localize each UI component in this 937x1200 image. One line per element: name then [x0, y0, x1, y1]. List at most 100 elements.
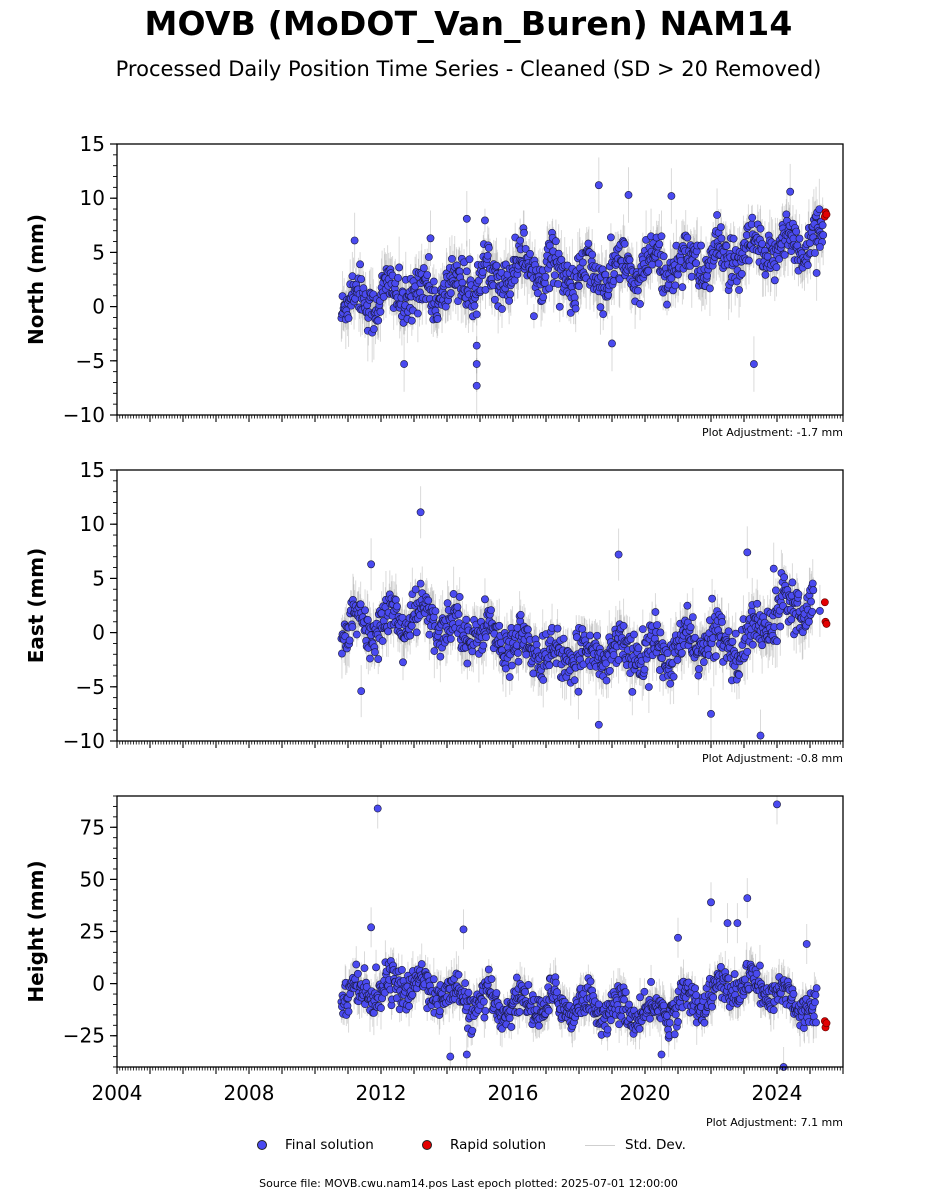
final-solution-point — [753, 599, 762, 608]
final-solution-point — [553, 624, 562, 633]
chart-subtitle: Processed Daily Position Time Series - C… — [115, 57, 822, 81]
y-tick-label: 5 — [92, 240, 105, 264]
final-solution-point — [566, 309, 575, 317]
final-solution-point — [619, 621, 628, 630]
final-solution-point — [520, 228, 528, 237]
final-solution-point — [594, 720, 603, 729]
final-solution-point — [462, 267, 471, 276]
final-solution-point — [659, 252, 668, 261]
final-solution-point — [658, 654, 666, 663]
final-solution-point — [419, 264, 428, 272]
final-solution-point — [479, 641, 488, 650]
final-solution-point — [424, 253, 433, 261]
final-solution-point — [505, 673, 514, 681]
y-tick-label: −5 — [76, 349, 105, 373]
final-solution-point — [429, 277, 438, 286]
final-solution-point — [545, 241, 554, 250]
final-solution-point — [772, 586, 780, 595]
final-solution-point — [630, 630, 638, 639]
panel-1 — [337, 157, 831, 414]
final-solution-point — [338, 649, 346, 658]
final-solution-point — [575, 282, 583, 291]
final-solution-point — [344, 314, 353, 323]
final-solution-point — [413, 309, 422, 318]
final-solution-point — [666, 679, 675, 688]
final-solution-point — [384, 627, 393, 636]
final-solution-point — [361, 606, 369, 615]
final-solution-point — [574, 687, 583, 696]
final-solution-point — [407, 621, 416, 630]
final-solution-point — [819, 231, 828, 239]
final-solution-point — [472, 310, 481, 319]
final-solution-point — [530, 312, 538, 321]
final-solution-point — [492, 261, 501, 270]
final-solution-point — [707, 710, 715, 718]
panel-2 — [337, 486, 831, 741]
final-solution-point — [424, 596, 433, 605]
final-solution-point — [706, 284, 714, 293]
final-solution-point — [506, 290, 515, 299]
final-solution-point — [529, 669, 538, 678]
y-tick-label: 10 — [80, 186, 105, 210]
final-solution-point — [366, 654, 374, 663]
final-solution-point — [490, 295, 499, 304]
final-solution-point — [571, 304, 580, 313]
final-solution-point — [539, 676, 548, 684]
final-solution-point — [756, 731, 765, 740]
final-solution-point — [708, 594, 716, 603]
final-solution-point — [483, 251, 492, 260]
final-solution-point — [532, 640, 541, 649]
final-solution-point — [436, 652, 445, 661]
final-solution-point — [357, 687, 366, 696]
final-solution-point — [673, 656, 682, 664]
final-solution-point — [578, 258, 587, 267]
final-solution-point — [555, 302, 564, 311]
final-solution-point — [522, 650, 531, 659]
final-solution-point — [463, 659, 472, 668]
final-solution-point — [399, 658, 407, 667]
final-solution-point — [505, 297, 514, 305]
final-solution-point — [446, 289, 455, 297]
final-solution-point — [516, 236, 525, 245]
final-solution-point — [717, 223, 725, 232]
final-solution-point — [394, 273, 402, 282]
final-solution-point — [772, 263, 781, 272]
final-solution-point — [367, 560, 375, 569]
final-solution-point — [812, 269, 821, 277]
final-solution-point — [363, 615, 372, 624]
final-solution-point — [588, 250, 597, 259]
final-solution-point — [683, 233, 692, 242]
final-solution-point — [699, 658, 708, 666]
final-solution-point — [644, 683, 653, 691]
final-solution-point — [602, 676, 611, 685]
final-solution-point — [481, 285, 490, 294]
plot-adjustment-note: Plot Adjustment: -1.7 mm — [702, 426, 843, 439]
final-solution-point — [816, 243, 824, 251]
final-solution-point — [541, 272, 550, 281]
final-solution-point — [808, 579, 817, 588]
final-solution-point — [697, 241, 705, 250]
final-solution-point — [688, 613, 697, 622]
final-solution-point — [758, 239, 767, 248]
final-solution-point — [624, 191, 633, 199]
final-solution-point — [526, 249, 534, 258]
final-solution-point — [718, 618, 726, 626]
final-solution-point — [443, 599, 452, 608]
final-solution-point — [570, 676, 579, 685]
final-solution-point — [775, 255, 784, 263]
final-solution-point — [391, 595, 400, 604]
final-solution-point — [507, 661, 516, 670]
plot-adjustment-note: Plot Adjustment: -0.8 mm — [702, 752, 843, 765]
final-solution-point — [481, 595, 489, 604]
final-solution-point — [731, 629, 740, 638]
final-solution-point — [678, 283, 687, 292]
final-solution-point — [357, 275, 366, 283]
final-solution-point — [667, 274, 676, 283]
final-solution-point — [811, 249, 819, 257]
panel-3 — [337, 796, 831, 1071]
final-solution-point — [411, 585, 420, 594]
chart-title: MOVB (MoDOT_Van_Buren) NAM14 — [144, 4, 793, 43]
final-solution-point — [545, 284, 554, 293]
final-solution-point — [803, 261, 812, 270]
